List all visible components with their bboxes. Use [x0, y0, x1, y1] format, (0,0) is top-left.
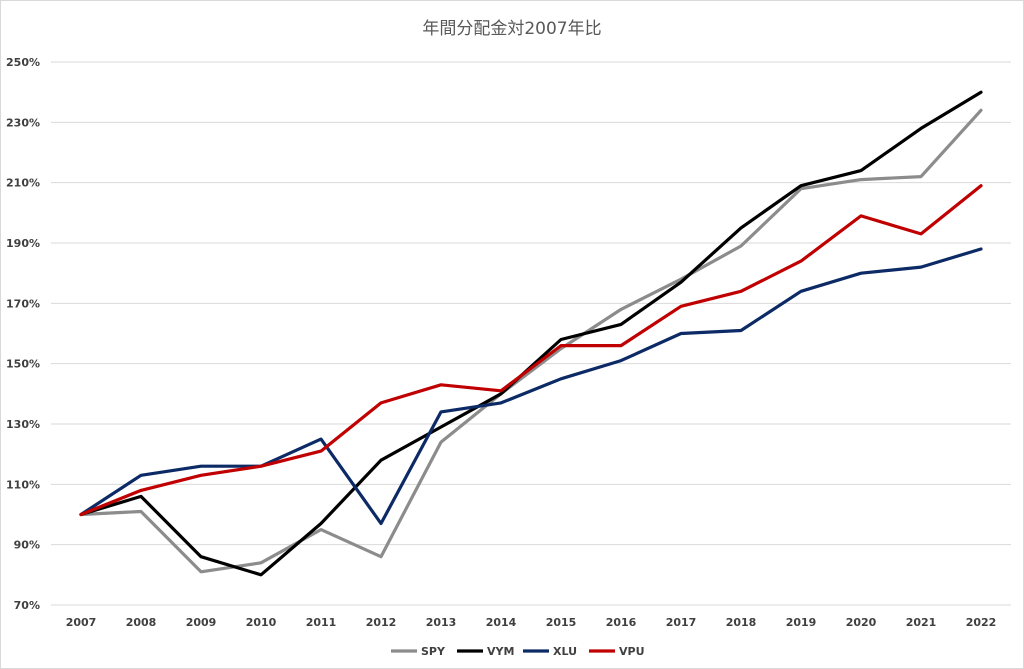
x-tick-label: 2010: [246, 616, 277, 629]
legend-label-xlu: XLU: [553, 645, 577, 658]
y-tick-label: 110%: [6, 478, 40, 491]
x-tick-label: 2011: [306, 616, 337, 629]
series-lines: [79, 90, 983, 577]
x-tick-label: 2012: [366, 616, 397, 629]
series-line-xlu: [79, 247, 983, 526]
y-tick-label: 190%: [6, 237, 40, 250]
x-tick-label: 2007: [66, 616, 97, 629]
legend-label-vym: VYM: [487, 645, 514, 658]
x-tick-label: 2014: [486, 616, 517, 629]
series-line-vym: [79, 90, 983, 577]
y-axis-ticks: 70% 90% 110% 130% 150% 170% 190% 210% 230% 250%: [6, 56, 40, 612]
y-tick-label: 170%: [6, 297, 40, 310]
x-tick-label: 2020: [846, 616, 877, 629]
x-tick-label: 2018: [726, 616, 757, 629]
x-tick-label: 2015: [546, 616, 577, 629]
y-tick-label: 90%: [14, 539, 40, 552]
x-tick-label: 2013: [426, 616, 457, 629]
x-tick-label: 2021: [906, 616, 937, 629]
legend-label-spy: SPY: [421, 645, 446, 658]
legend-label-vpu: VPU: [619, 645, 645, 658]
y-tick-label: 210%: [6, 177, 40, 190]
y-tick-label: 230%: [6, 116, 40, 129]
x-tick-label: 2016: [606, 616, 637, 629]
x-axis-ticks: 2007 2008 2009 2010 2011 2012 2013 2014 2015 2016…: [66, 616, 997, 629]
legend: SPY VYM XLU VPU: [391, 645, 645, 658]
x-tick-label: 2017: [666, 616, 697, 629]
x-tick-label: 2008: [126, 616, 157, 629]
series-line-spy: [79, 108, 983, 574]
y-tick-label: 250%: [6, 56, 40, 69]
chart-title: 年間分配金対2007年比: [422, 19, 601, 39]
gridlines: [51, 61, 1011, 606]
x-tick-label: 2009: [186, 616, 217, 629]
series-line-vpu: [79, 184, 983, 517]
y-tick-label: 70%: [14, 599, 40, 612]
y-tick-label: 150%: [6, 358, 40, 371]
x-tick-label: 2019: [786, 616, 817, 629]
x-tick-label: 2022: [966, 616, 997, 629]
y-tick-label: 130%: [6, 418, 40, 431]
